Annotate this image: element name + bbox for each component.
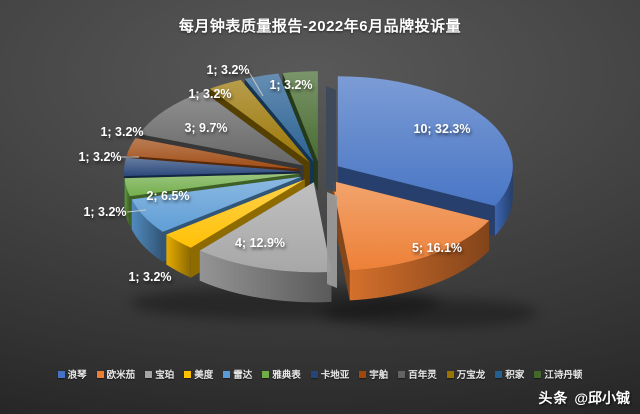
pie-slice (199, 182, 332, 273)
toutiao-logo-text: 头条 (538, 390, 569, 406)
pie-slice-rim (124, 178, 130, 227)
legend-label: 卡地亚 (320, 370, 350, 381)
data-label: 1; 3.2% (188, 87, 231, 101)
legend-swatch (184, 370, 192, 378)
legend-swatch (495, 370, 503, 378)
legend-item: 美度 (184, 367, 213, 381)
legend-swatch (262, 370, 270, 378)
data-label: 2; 6.5% (146, 189, 189, 203)
legend-item: 雅典表 (262, 367, 301, 381)
pie-slice (282, 71, 318, 162)
pie-slice-wall (326, 86, 336, 192)
data-label: 1; 3.2% (269, 78, 312, 92)
legend-item: 雷达 (223, 367, 252, 381)
pie-slice-wall (327, 192, 337, 288)
legend-item: 欧米茄 (96, 367, 136, 381)
pie-slice (244, 73, 314, 162)
legend-item: 积家 (495, 367, 524, 381)
legend-label: 雷达 (233, 370, 253, 381)
legend-swatch (359, 370, 367, 378)
legend-label: 欧米茄 (106, 370, 136, 381)
data-label: 5; 16.1% (412, 241, 462, 255)
legend-label: 积家 (505, 370, 525, 381)
label-leader-line (126, 209, 147, 213)
legend-label: 宇舶 (369, 370, 389, 381)
pie-slice (139, 91, 304, 166)
pie-slice (124, 157, 300, 177)
label-leader-line (248, 71, 264, 97)
legend-swatch (534, 370, 542, 378)
watermark-author: @邱小铖 (574, 390, 630, 406)
data-label: 3; 9.7% (184, 121, 227, 135)
legend-swatch (96, 370, 104, 378)
pie-slice-rim (494, 166, 513, 236)
legend-item: 宇舶 (359, 367, 388, 381)
pie-slice-wall (166, 179, 305, 265)
legend-label: 雅典表 (272, 370, 301, 381)
pie-slice (166, 179, 305, 248)
legend-item: 宝珀 (145, 367, 174, 381)
pie-slice-rim (131, 199, 163, 262)
chart-title: 每月钟表质量报告-2022年6月品牌投诉量 (178, 18, 462, 35)
legend-swatch (310, 370, 318, 378)
legend-label: 万宝龙 (456, 370, 486, 381)
pie-slice-rim (199, 250, 332, 303)
data-label: 1; 3.2% (100, 125, 143, 139)
pie-slice (131, 176, 302, 232)
pie-slice-rim (349, 220, 490, 301)
pie-slice (124, 173, 300, 197)
legend-item: 卡地亚 (310, 367, 350, 381)
legend-swatch (57, 370, 65, 378)
legend-swatch (145, 370, 153, 378)
legend-swatch (446, 370, 454, 378)
pie-slice (209, 79, 310, 163)
pie-shadow (322, 298, 538, 328)
legend-swatch (223, 370, 231, 378)
legend-item: 浪琴 (57, 367, 87, 381)
pie-slice (331, 180, 490, 271)
pie-slice-rim (166, 234, 191, 278)
legend-swatch (398, 370, 406, 378)
legend-label: 宝珀 (155, 370, 175, 381)
legend-item: 万宝龙 (446, 367, 486, 381)
watermark: 头条 @邱小铖 (538, 388, 630, 408)
legend-label: 百年灵 (408, 370, 437, 381)
legend-label: 美度 (194, 370, 214, 381)
data-label: 1; 3.2% (78, 150, 121, 164)
legend-label: 江诗丹顿 (544, 370, 583, 381)
data-label: 1; 3.2% (83, 205, 126, 219)
data-label: 1; 3.2% (206, 63, 249, 77)
legend-item: 百年灵 (398, 367, 437, 381)
legend-label: 浪琴 (67, 370, 87, 381)
data-label: 1; 3.2% (128, 270, 171, 284)
pie-slice (126, 138, 300, 170)
pie-slice (337, 76, 513, 206)
chart-legend: 浪琴 欧米茄 宝珀 美度 雷达 雅典表 卡地亚 宇舶 百年灵 万宝龙 积家 江诗丹顿 (0, 366, 640, 382)
legend-item: 江诗丹顿 (534, 367, 582, 381)
data-label: 10; 32.3% (414, 122, 471, 136)
data-label: 4; 12.9% (235, 236, 285, 250)
